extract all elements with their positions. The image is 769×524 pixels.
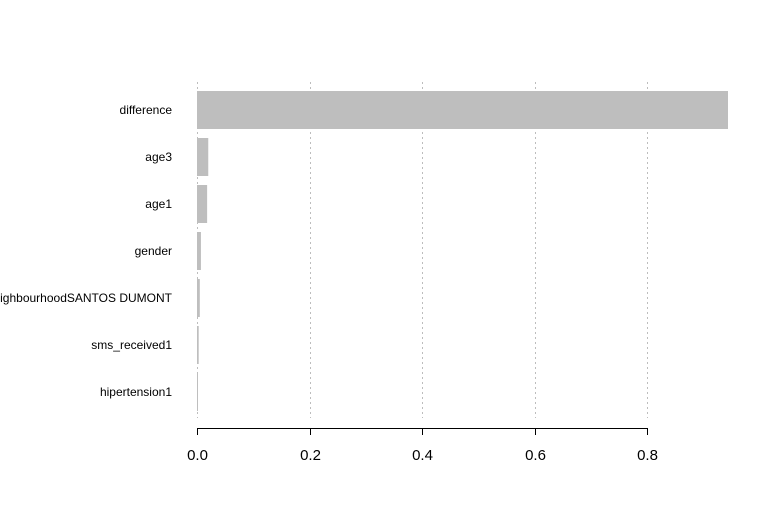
x-tick-label-1: 0.2 <box>300 447 321 464</box>
x-axis: 0.0 0.2 0.4 0.6 0.8 <box>187 428 658 464</box>
grid-lines <box>197 82 648 418</box>
category-label-6: hipertension1 <box>100 385 172 399</box>
bar-2 <box>197 185 208 223</box>
bar-0 <box>197 91 728 129</box>
category-label-5: sms_received1 <box>91 338 172 352</box>
bar-4 <box>197 279 200 317</box>
category-labels: difference age3 age1 gender neighbourhoodSAN… <box>0 103 173 399</box>
x-tick-label-4: 0.8 <box>637 447 658 464</box>
bar-6 <box>197 373 198 411</box>
x-tick-label-2: 0.4 <box>412 447 433 464</box>
bar-1 <box>197 138 209 176</box>
category-label-3: gender <box>135 244 172 258</box>
bar-5 <box>197 326 199 364</box>
category-label-1: age3 <box>145 150 172 164</box>
category-label-4: neighbourhoodSANTOS DUMONT <box>0 291 173 305</box>
category-label-0: difference <box>120 103 173 117</box>
x-tick-label-3: 0.6 <box>525 447 546 464</box>
bar-3 <box>197 232 201 270</box>
x-tick-label-0: 0.0 <box>187 447 208 464</box>
category-label-2: age1 <box>145 197 172 211</box>
bars <box>197 91 728 411</box>
